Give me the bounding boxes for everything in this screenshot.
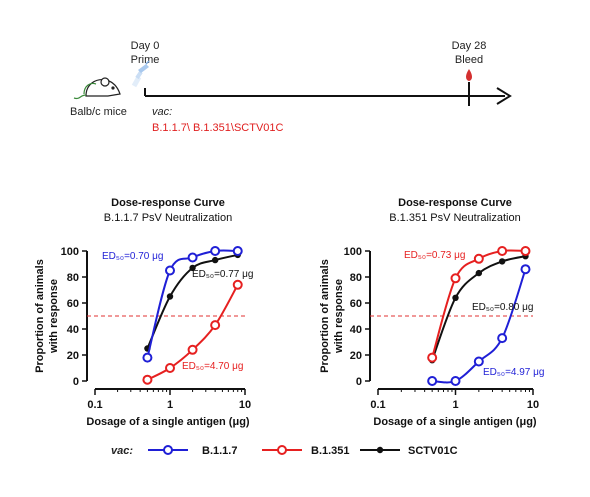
ed50-label: ED₅₀=4.70 μg [182,361,243,372]
data-point [473,356,484,367]
chart-title: Dose-response Curve [398,197,512,209]
legend-marker [376,446,384,454]
y-axis-label: with response [333,279,345,354]
x-tick-label: 10 [239,399,251,411]
data-point [497,246,508,256]
ed50-label: ED₅₀=4.97 μg [483,367,544,378]
ed50-label: ED₅₀=0.70 μg [102,251,163,262]
prime-label: Prime [131,54,160,66]
data-point [165,363,175,373]
data-point [520,246,531,256]
y-tick-label: 0 [356,376,362,388]
syringe-icon [131,60,150,88]
day28-label: Day 28 [452,40,487,52]
y-tick-label: 80 [67,272,79,284]
y-axis-label: Proportion of animals [34,259,46,373]
data-point [427,376,438,386]
data-point [211,256,219,264]
chart-subtitle: B.1.351 PsV Neutralization [389,212,520,224]
x-tick-label: 10 [527,399,539,411]
y-axis-label: with response [48,279,60,354]
y-tick-label: 0 [73,376,79,388]
data-point [232,246,243,256]
data-point [473,253,484,264]
legend-label: SCTV01C [408,445,458,457]
data-point [427,352,438,363]
vac-label: vac: [152,106,172,118]
chart-b1351: Dose-response Curve B.1.351 PsV Neutraliz… [319,197,544,428]
data-point [497,333,508,344]
blood-drop-icon [466,69,472,81]
data-point [210,320,221,331]
data-point [475,269,483,277]
y-tick-label: 100 [344,246,362,258]
x-tick-label: 1 [167,399,173,411]
legend-marker [163,445,173,455]
data-point [452,294,459,301]
data-point [165,265,175,276]
data-point [450,376,461,386]
x-tick-label: 0.1 [87,399,102,411]
data-point [210,246,221,256]
data-point [142,374,153,385]
y-tick-label: 60 [67,298,79,310]
ed50-label: ED₅₀=0.73 μg [404,250,465,261]
data-point [450,273,461,284]
legend-label: B.1.351 [311,445,350,457]
legend-vac-label: vac: [111,445,133,457]
ed50-label: ED₅₀=0.80 μg [472,302,533,313]
data-point [166,293,174,300]
chart-subtitle: B.1.1.7 PsV Neutralization [104,212,232,224]
data-point [189,264,196,272]
x-axis-label: Dosage of a single antigen (μg) [86,416,250,428]
x-tick-label: 0.1 [370,399,385,411]
y-tick-label: 40 [350,324,362,336]
chart-title: Dose-response Curve [111,197,225,209]
legend-marker [277,445,287,455]
bleed-label: Bleed [455,54,483,66]
timeline-arrowhead [496,87,512,105]
data-point [232,279,243,290]
mice-label: Balb/c mice [70,106,127,118]
data-point [187,252,198,263]
day0-label: Day 0 [131,40,160,52]
y-tick-label: 20 [350,350,362,362]
x-axis-label: Dosage of a single antigen (μg) [373,416,537,428]
legend: vac: B.1.1.7 B.1.351 SCTV01C [111,445,458,457]
legend-label: B.1.1.7 [202,445,237,457]
mouse-icon [73,77,121,100]
chart-b117: Dose-response Curve B.1.1.7 PsV Neutraliz… [34,197,253,428]
y-tick-label: 80 [350,272,362,284]
data-point [142,352,153,363]
y-tick-label: 40 [67,324,79,336]
vac-values: B.1.1.7\ B.1.351\SCTV01C [152,122,284,134]
data-point [187,344,198,355]
data-point [498,258,506,265]
y-tick-label: 60 [350,298,362,310]
timeline: Day 0 Prime Day 28 Bleed Balb/c mice vac… [70,40,512,134]
data-point [520,264,531,275]
y-tick-label: 100 [61,246,79,258]
y-tick-label: 20 [67,350,79,362]
y-axis-label: Proportion of animals [319,259,331,373]
x-tick-label: 1 [452,399,458,411]
ed50-label: ED₅₀=0.77 μg [192,269,253,280]
